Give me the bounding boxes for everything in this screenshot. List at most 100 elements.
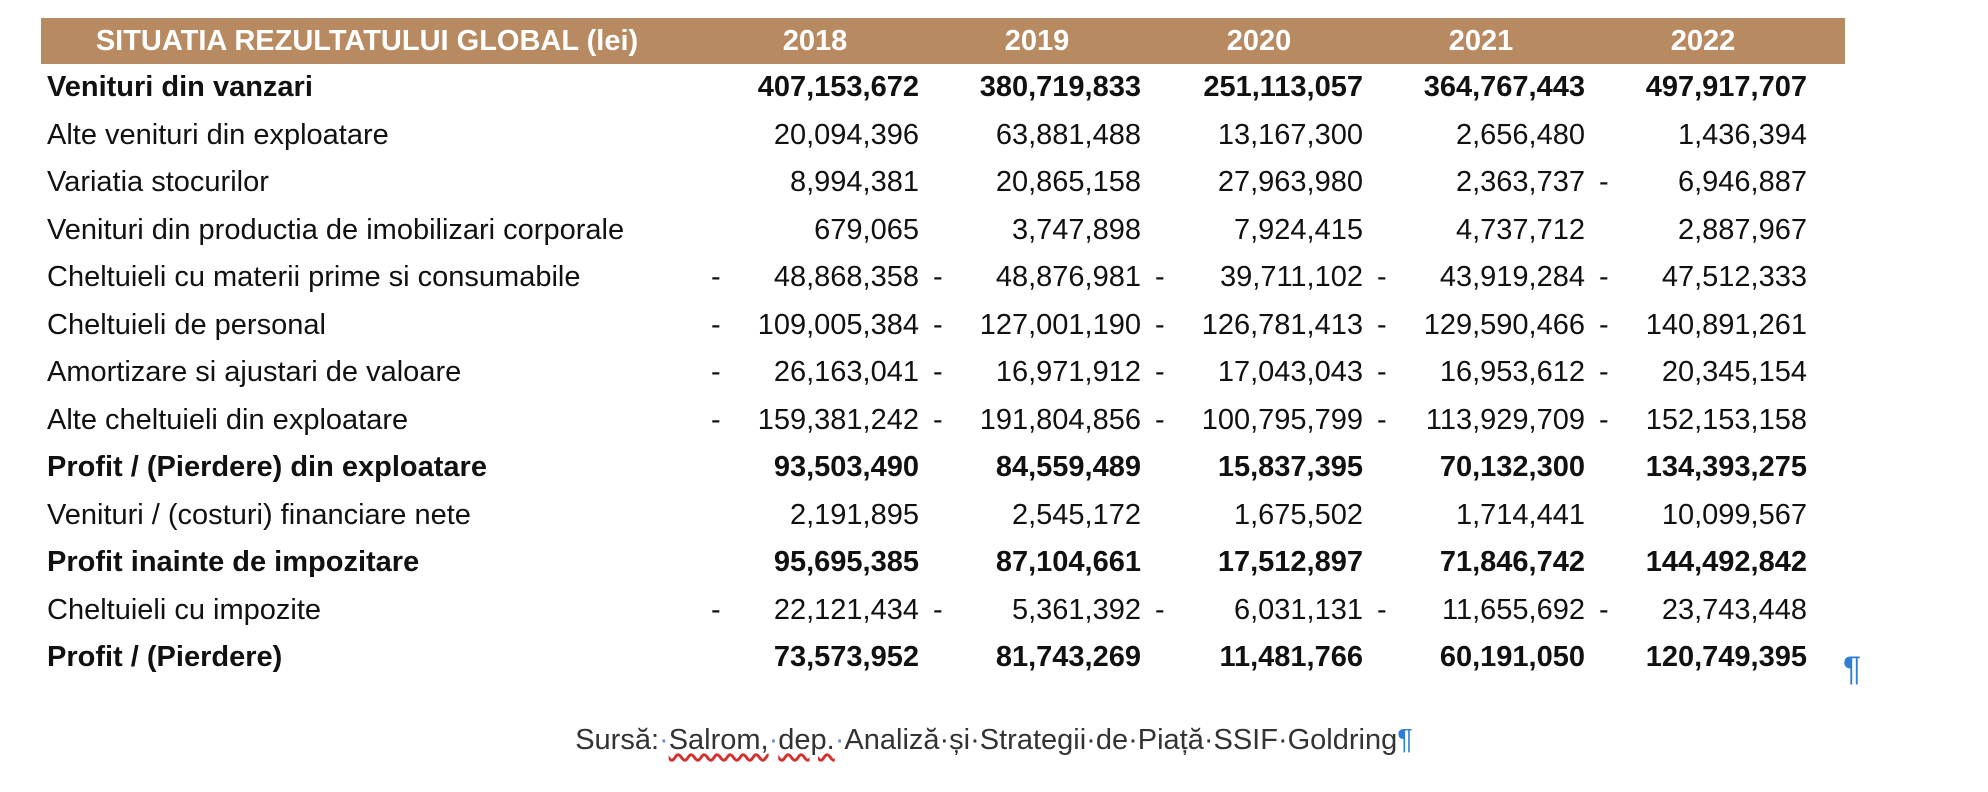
amount: 10,099,567 bbox=[1661, 498, 1807, 531]
paragraph-mark: ¶ bbox=[1397, 724, 1413, 756]
negative-sign: - bbox=[711, 356, 721, 389]
row-label: Cheltuieli de personal bbox=[47, 308, 326, 341]
negative-sign: - bbox=[1599, 593, 1609, 626]
value-cell: - 113,929,709 bbox=[1367, 404, 1589, 437]
amount: 11,655,692 bbox=[1442, 593, 1585, 626]
row-label: Venituri / (costuri) financiare nete bbox=[47, 498, 471, 531]
value-cell: - 43,919,284 bbox=[1367, 261, 1589, 294]
value-cell: 15,837,395 bbox=[1145, 451, 1367, 484]
amount: 63,881,488 bbox=[995, 118, 1141, 151]
amount: 26,163,041 bbox=[773, 356, 919, 389]
table-row: Profit / (Pierdere) din exploatare 93,503… bbox=[41, 444, 1845, 492]
value-cell: 4,737,712 bbox=[1367, 214, 1589, 247]
table-title: SITUATIA REZULTATULUI GLOBAL (lei) bbox=[95, 24, 639, 57]
negative-sign: - bbox=[1377, 308, 1387, 341]
value-cell: - 26,163,041 bbox=[701, 356, 923, 389]
amount: 15,837,395 bbox=[1217, 451, 1363, 484]
amount: 1,675,502 bbox=[1233, 498, 1363, 531]
negative-sign: - bbox=[1377, 356, 1387, 389]
value-cell: 120,749,395 bbox=[1589, 641, 1811, 674]
row-label: Cheltuieli cu materii prime si consumabi… bbox=[47, 261, 581, 294]
negative-sign: - bbox=[1599, 403, 1609, 436]
amount: 129,590,466 bbox=[1423, 308, 1585, 341]
table-row: Venituri din vanzari 407,153,672 380,719,8… bbox=[41, 64, 1845, 112]
amount: 84,559,489 bbox=[995, 451, 1141, 484]
value-cell: - 152,153,158 bbox=[1589, 404, 1811, 437]
negative-sign: - bbox=[1599, 166, 1609, 199]
paragraph-mark: ¶ bbox=[1843, 650, 1862, 688]
value-cell: 17,512,897 bbox=[1145, 546, 1367, 579]
amount: 1,714,441 bbox=[1455, 498, 1585, 531]
amount: 251,113,057 bbox=[1203, 71, 1363, 104]
value-cell: 8,994,381 bbox=[701, 166, 923, 199]
amount: 380,719,833 bbox=[979, 71, 1141, 104]
value-cell: 84,559,489 bbox=[923, 451, 1145, 484]
negative-sign: - bbox=[1155, 403, 1165, 436]
amount: 47,512,333 bbox=[1661, 261, 1807, 294]
value-cell: 11,481,766 bbox=[1145, 641, 1367, 674]
value-cell: 497,917,707 bbox=[1589, 71, 1811, 104]
amount: 144,492,842 bbox=[1645, 546, 1807, 579]
value-cell: 2,363,737 bbox=[1367, 166, 1589, 199]
value-cell: - 6,031,131 bbox=[1145, 594, 1367, 627]
amount: 407,153,672 bbox=[757, 71, 919, 104]
row-label: Alte cheltuieli din exploatare bbox=[47, 403, 409, 436]
negative-sign: - bbox=[711, 403, 721, 436]
amount: 2,545,172 bbox=[1011, 498, 1141, 531]
value-cell: 20,094,396 bbox=[701, 119, 923, 152]
amount: 2,656,480 bbox=[1455, 118, 1585, 151]
amount: 48,868,358 bbox=[773, 261, 919, 294]
amount: 23,743,448 bbox=[1661, 593, 1807, 626]
value-cell: - 109,005,384 bbox=[701, 309, 923, 342]
value-cell: - 127,001,190 bbox=[923, 309, 1145, 342]
income-statement-table: SITUATIA REZULTATULUI GLOBAL (lei) 2018 … bbox=[41, 18, 1845, 682]
value-cell: - 126,781,413 bbox=[1145, 309, 1367, 342]
value-cell: 93,503,490 bbox=[701, 451, 923, 484]
value-cell: - 39,711,102 bbox=[1145, 261, 1367, 294]
amount: 17,043,043 bbox=[1217, 356, 1363, 389]
value-cell: 95,695,385 bbox=[701, 546, 923, 579]
row-label: Amortizare si ajustari de valoare bbox=[47, 356, 462, 389]
space-dot: · bbox=[834, 724, 845, 756]
source-company: Salrom, bbox=[668, 724, 769, 756]
value-cell: - 11,655,692 bbox=[1367, 594, 1589, 627]
amount: 191,804,856 bbox=[979, 403, 1141, 436]
source-dept: dep. bbox=[778, 724, 835, 756]
value-cell: 1,436,394 bbox=[1589, 119, 1811, 152]
row-label: Profit inainte de impozitare bbox=[47, 546, 420, 579]
amount: 679,065 bbox=[814, 213, 919, 246]
negative-sign: - bbox=[933, 403, 943, 436]
year-header: 2018 bbox=[782, 24, 848, 57]
source-caption: Sursă:·Salrom,·dep.·Analiză·și·Strategii… bbox=[0, 724, 1988, 757]
amount: 17,512,897 bbox=[1217, 546, 1363, 579]
negative-sign: - bbox=[1155, 308, 1165, 341]
table-row: Alte cheltuieli din exploatare -159,381,2… bbox=[41, 397, 1845, 445]
value-cell: - 5,361,392 bbox=[923, 594, 1145, 627]
value-cell: 3,747,898 bbox=[923, 214, 1145, 247]
value-cell: - 16,953,612 bbox=[1367, 356, 1589, 389]
amount: 13,167,300 bbox=[1217, 118, 1363, 151]
row-label: Venituri din vanzari bbox=[47, 71, 313, 104]
negative-sign: - bbox=[933, 261, 943, 294]
negative-sign: - bbox=[1155, 261, 1165, 294]
amount: 100,795,799 bbox=[1201, 403, 1363, 436]
value-cell: - 17,043,043 bbox=[1145, 356, 1367, 389]
amount: 71,846,742 bbox=[1439, 546, 1585, 579]
year-header: 2019 bbox=[1004, 24, 1070, 57]
amount: 140,891,261 bbox=[1645, 308, 1807, 341]
row-label: Venituri din productia de imobilizari co… bbox=[47, 213, 625, 246]
value-cell: 87,104,661 bbox=[923, 546, 1145, 579]
amount: 22,121,434 bbox=[773, 593, 919, 626]
value-cell: 1,675,502 bbox=[1145, 499, 1367, 532]
amount: 7,924,415 bbox=[1233, 213, 1363, 246]
row-label: Profit / (Pierdere) din exploatare bbox=[47, 451, 487, 484]
year-header: 2021 bbox=[1448, 24, 1514, 57]
amount: 39,711,102 bbox=[1220, 261, 1363, 294]
value-cell: - 48,868,358 bbox=[701, 261, 923, 294]
negative-sign: - bbox=[933, 308, 943, 341]
table-row: Cheltuieli cu impozite -22,121,434-5,361,… bbox=[41, 587, 1845, 635]
table-header-row: SITUATIA REZULTATULUI GLOBAL (lei) 2018 … bbox=[41, 18, 1845, 64]
value-cell: 134,393,275 bbox=[1589, 451, 1811, 484]
amount: 8,994,381 bbox=[789, 166, 919, 199]
amount: 73,573,952 bbox=[773, 641, 919, 674]
